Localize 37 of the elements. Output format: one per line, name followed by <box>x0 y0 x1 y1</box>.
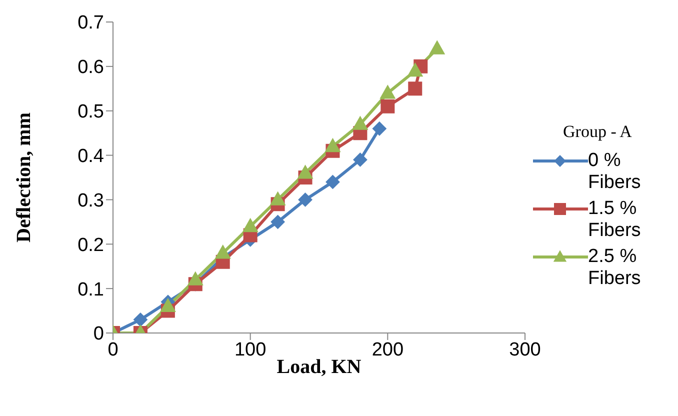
point <box>326 174 340 189</box>
y-tick-label: 0 <box>93 324 104 345</box>
legend-label: 0 % Fibers <box>588 150 642 194</box>
legend-label: 2.5 % Fibers <box>588 246 642 290</box>
point <box>353 152 368 167</box>
x-tick-label: 300 <box>509 339 541 360</box>
y-tick-label: 0.6 <box>78 57 104 78</box>
point <box>188 272 204 286</box>
y-tick-label: 0.3 <box>78 190 104 212</box>
point <box>325 138 340 152</box>
x-tick-label: 200 <box>372 339 404 360</box>
y-tick-label: 0.7 <box>78 12 104 34</box>
point <box>215 245 231 259</box>
point <box>298 165 313 179</box>
point <box>429 40 445 54</box>
y-tick-label: 0.5 <box>78 102 104 123</box>
point <box>372 122 386 136</box>
y-tick-label: 0.1 <box>78 279 104 300</box>
legend-title: Group - A <box>563 122 633 142</box>
point <box>160 298 176 312</box>
point <box>352 116 368 130</box>
legend-label: 1.5 % Fibers <box>588 198 642 242</box>
point <box>380 99 395 114</box>
point <box>133 312 148 327</box>
y-tick-label: 0.4 <box>78 146 104 168</box>
y-tick-label: 0.2 <box>78 234 104 256</box>
point <box>242 218 258 232</box>
point <box>380 85 396 99</box>
point <box>298 192 312 207</box>
x-axis-title: Load, KN <box>276 356 362 378</box>
point <box>270 214 285 229</box>
y-axis-title: Deflection, mm <box>13 112 36 242</box>
x-tick-label: 0 <box>108 339 118 360</box>
point <box>407 62 423 77</box>
point <box>408 82 422 96</box>
x-tick-label: 100 <box>234 339 266 360</box>
point <box>270 192 286 206</box>
